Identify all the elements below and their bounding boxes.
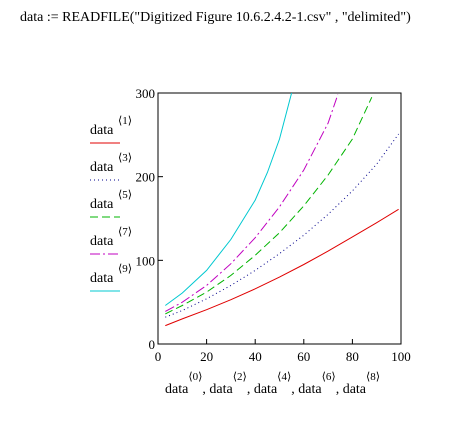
series-line-3: [165, 96, 373, 315]
x-label-base: data: [254, 382, 278, 397]
x-label-superscript: ⟨0⟩: [188, 371, 202, 383]
series-line-5: [165, 93, 293, 306]
x-tick-label: 0: [155, 349, 162, 364]
x-axis-label: data⟨0⟩, data⟨2⟩, data⟨4⟩, data⟨6⟩, data…: [165, 371, 380, 397]
x-label-separator: ,: [247, 382, 254, 397]
x-axis-label-text: data⟨0⟩, data⟨2⟩, data⟨4⟩, data⟨6⟩, data…: [165, 371, 380, 397]
x-label-superscript: ⟨2⟩: [233, 371, 247, 383]
x-label-separator: ,: [291, 382, 298, 397]
legend-label: data: [90, 271, 114, 286]
x-tick-label: 100: [391, 349, 411, 364]
x-label-base: data: [165, 382, 189, 397]
series-line-2: [165, 133, 400, 318]
y-tick-label: 300: [136, 86, 156, 101]
legend-label: data: [90, 197, 114, 212]
legend-item: data ⟨3⟩: [90, 152, 132, 181]
legend: data ⟨1⟩ data ⟨3⟩ data ⟨5⟩ data ⟨7⟩ data ⟨9⟩: [90, 115, 132, 292]
legend-label-superscript: ⟨1⟩: [118, 115, 132, 127]
legend-label-superscript: ⟨5⟩: [118, 189, 132, 201]
y-tick-label: 200: [136, 170, 156, 185]
x-label-superscript: ⟨8⟩: [366, 371, 380, 383]
legend-label-superscript: ⟨7⟩: [118, 226, 132, 238]
readfile-formula: data := READFILE("Digitized Figure 10.6.…: [20, 10, 411, 25]
legend-label: data: [90, 160, 114, 175]
x-tick-label: 80: [346, 349, 359, 364]
x-label-base: data: [343, 382, 367, 397]
legend-label-superscript: ⟨3⟩: [118, 152, 132, 164]
x-label-separator: ,: [202, 382, 209, 397]
series-line-1: [165, 208, 399, 327]
x-label-base: data: [298, 382, 322, 397]
series-line-4: [165, 94, 339, 312]
x-label-superscript: ⟨4⟩: [277, 371, 291, 383]
series-layer: [165, 93, 400, 327]
legend-item: data ⟨7⟩: [90, 226, 132, 255]
legend-label: data: [90, 234, 114, 249]
plot-area: 0 20 40 60 80 100 0 100 200 300: [136, 86, 411, 364]
y-tick-label: 100: [136, 253, 156, 268]
x-label-base: data: [209, 382, 233, 397]
x-tick-label: 20: [200, 349, 213, 364]
legend-item: data ⟨1⟩: [90, 115, 132, 144]
legend-label-superscript: ⟨9⟩: [118, 263, 132, 275]
legend-item: data ⟨5⟩: [90, 189, 132, 218]
legend-label: data: [90, 123, 114, 138]
y-tick-label: 0: [149, 337, 156, 352]
x-label-separator: ,: [336, 382, 343, 397]
x-tick-label: 60: [297, 349, 310, 364]
x-tick-label: 40: [249, 349, 262, 364]
x-label-superscript: ⟨6⟩: [322, 371, 336, 383]
plot-frame: [157, 92, 402, 345]
legend-item: data ⟨9⟩: [90, 263, 132, 292]
